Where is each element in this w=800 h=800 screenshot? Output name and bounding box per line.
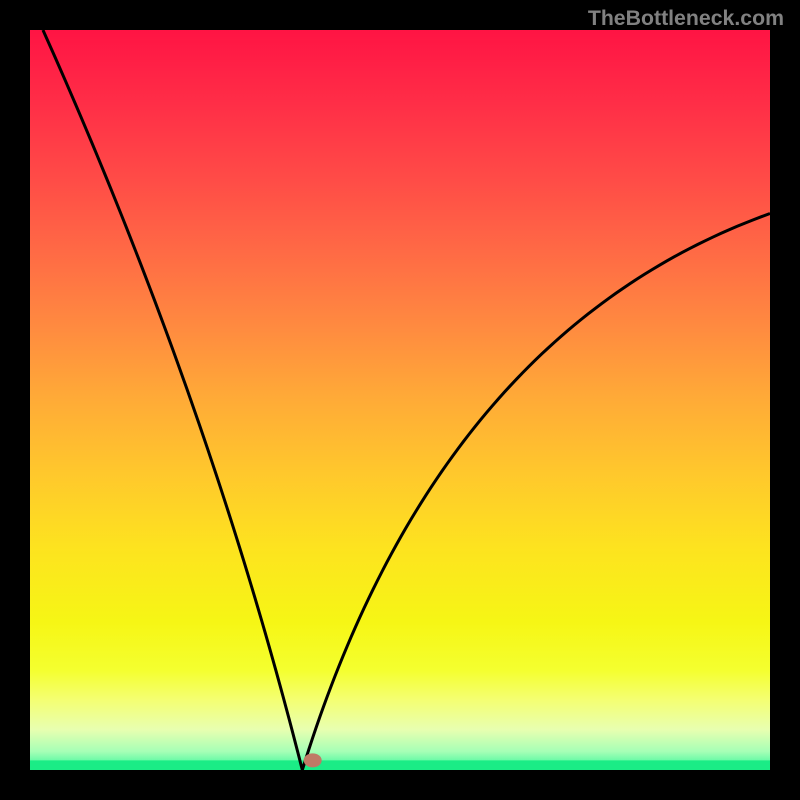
chart-plot-area bbox=[30, 30, 770, 770]
bottleneck-curve-chart bbox=[0, 0, 800, 800]
watermark-text: TheBottleneck.com bbox=[588, 6, 784, 31]
chart-green-baseline bbox=[30, 760, 770, 770]
optimal-point-marker bbox=[304, 753, 322, 767]
chart-container: TheBottleneck.com bbox=[0, 0, 800, 800]
